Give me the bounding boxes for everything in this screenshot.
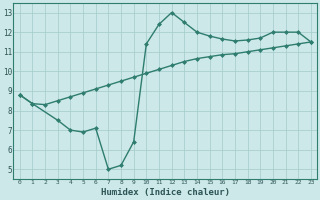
X-axis label: Humidex (Indice chaleur): Humidex (Indice chaleur)	[101, 188, 230, 197]
